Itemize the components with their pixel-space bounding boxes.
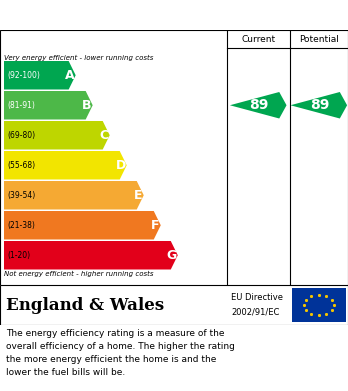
Text: EU Directive: EU Directive	[231, 293, 283, 302]
Polygon shape	[4, 91, 93, 120]
Polygon shape	[4, 181, 144, 210]
Text: Not energy efficient - higher running costs: Not energy efficient - higher running co…	[4, 271, 153, 277]
Text: 89: 89	[249, 98, 269, 112]
Text: Very energy efficient - lower running costs: Very energy efficient - lower running co…	[4, 55, 153, 61]
Text: England & Wales: England & Wales	[6, 296, 164, 314]
Text: G: G	[167, 249, 177, 262]
Text: (55-68): (55-68)	[7, 161, 35, 170]
Text: D: D	[116, 159, 126, 172]
Polygon shape	[230, 92, 286, 118]
Bar	[292, 288, 346, 322]
Text: 2002/91/EC: 2002/91/EC	[231, 308, 279, 317]
Text: 89: 89	[310, 98, 329, 112]
Text: The energy efficiency rating is a measure of the
overall efficiency of a home. T: The energy efficiency rating is a measur…	[6, 329, 235, 377]
Polygon shape	[4, 121, 110, 149]
Text: E: E	[134, 189, 143, 202]
Text: (39-54): (39-54)	[7, 191, 35, 200]
Text: (1-20): (1-20)	[7, 251, 30, 260]
Text: A: A	[65, 69, 75, 82]
Text: F: F	[151, 219, 160, 232]
Text: (69-80): (69-80)	[7, 131, 35, 140]
Text: B: B	[82, 99, 92, 112]
Polygon shape	[4, 61, 76, 90]
Polygon shape	[4, 151, 127, 179]
Polygon shape	[4, 211, 161, 240]
Text: (81-91): (81-91)	[7, 101, 35, 110]
Text: Energy Efficiency Rating: Energy Efficiency Rating	[10, 7, 212, 23]
Text: (21-38): (21-38)	[7, 221, 35, 230]
Text: (92-100): (92-100)	[7, 71, 40, 80]
Polygon shape	[4, 241, 178, 269]
Polygon shape	[291, 92, 347, 118]
Text: C: C	[100, 129, 109, 142]
Text: Current: Current	[241, 34, 275, 43]
Text: Potential: Potential	[299, 34, 339, 43]
